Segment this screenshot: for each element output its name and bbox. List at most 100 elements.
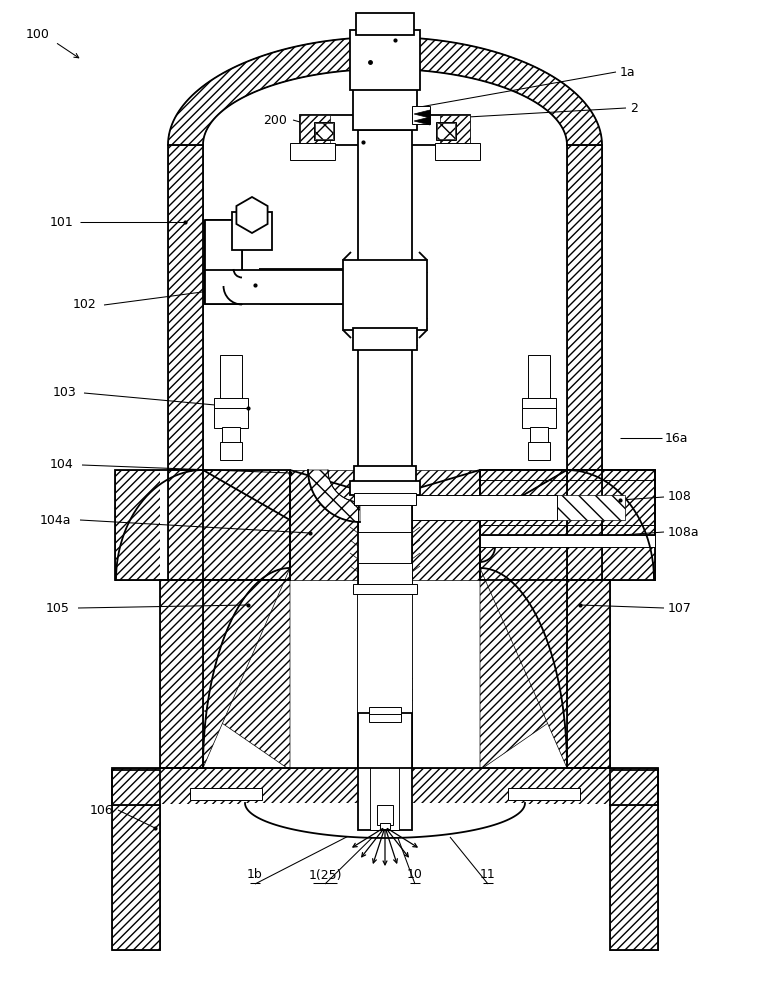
Bar (369, 714, 401, 722)
Text: 108a: 108a (668, 526, 700, 538)
Bar (358, 500, 412, 532)
Polygon shape (480, 470, 567, 580)
Bar (567, 580, 610, 768)
Polygon shape (480, 568, 567, 768)
Bar (343, 260, 427, 330)
Bar (314, 122, 334, 140)
Bar (480, 470, 655, 535)
Bar (377, 805, 393, 825)
Text: 103: 103 (53, 386, 77, 399)
Text: 1b: 1b (247, 868, 263, 882)
Bar (232, 212, 272, 250)
Bar (356, 13, 414, 35)
Bar (567, 470, 602, 580)
Polygon shape (315, 123, 333, 139)
Bar (168, 470, 203, 580)
Bar (205, 270, 358, 304)
Bar (522, 398, 556, 410)
Bar (353, 584, 417, 594)
Text: 101: 101 (50, 216, 74, 229)
Polygon shape (236, 197, 268, 233)
Bar (168, 145, 203, 470)
Polygon shape (567, 580, 610, 768)
Polygon shape (440, 115, 470, 145)
Polygon shape (160, 580, 203, 768)
Polygon shape (115, 470, 290, 580)
Bar (354, 466, 416, 484)
Bar (371, 766, 399, 830)
Bar (412, 106, 430, 124)
Bar (522, 408, 556, 428)
Polygon shape (480, 470, 655, 535)
Bar (412, 495, 557, 520)
Bar (480, 480, 655, 525)
Polygon shape (414, 110, 430, 118)
Bar (190, 788, 262, 800)
Bar (371, 595, 399, 830)
Bar (528, 355, 550, 405)
Polygon shape (115, 470, 290, 580)
Bar (214, 398, 248, 410)
Text: 1a: 1a (620, 66, 635, 79)
Text: 108: 108 (668, 490, 692, 504)
Bar (300, 115, 470, 145)
Bar (358, 580, 412, 768)
Bar (358, 713, 412, 768)
Bar (358, 130, 412, 830)
Bar (220, 355, 242, 405)
Bar (220, 442, 242, 460)
Text: 104a: 104a (39, 514, 71, 526)
Bar (354, 493, 416, 505)
Polygon shape (480, 470, 655, 580)
Bar (369, 707, 401, 715)
Text: 2: 2 (630, 102, 638, 114)
Polygon shape (480, 470, 655, 580)
Bar (214, 408, 248, 428)
Bar (161, 804, 609, 949)
Bar (610, 770, 658, 950)
Polygon shape (112, 770, 160, 950)
Text: 16a: 16a (665, 432, 688, 444)
Bar (350, 30, 420, 90)
Bar (353, 328, 417, 350)
Text: 105: 105 (46, 601, 70, 614)
Bar (205, 220, 242, 304)
Text: 10: 10 (407, 868, 423, 882)
Polygon shape (203, 568, 290, 768)
Bar (115, 470, 290, 580)
Polygon shape (168, 145, 203, 470)
Bar (350, 481, 420, 495)
Polygon shape (203, 580, 290, 770)
Bar (528, 442, 550, 460)
Polygon shape (412, 470, 480, 580)
Polygon shape (112, 768, 658, 805)
Polygon shape (290, 470, 358, 580)
Polygon shape (567, 145, 602, 470)
Bar (112, 770, 160, 950)
Text: 102: 102 (73, 298, 97, 312)
Polygon shape (308, 470, 360, 522)
Polygon shape (245, 803, 525, 838)
Polygon shape (168, 470, 290, 580)
Text: 200: 200 (263, 113, 287, 126)
Polygon shape (412, 495, 625, 520)
Bar (480, 470, 655, 580)
Text: 1(25): 1(25) (308, 868, 342, 882)
Polygon shape (300, 115, 330, 145)
Polygon shape (437, 123, 455, 139)
Bar (358, 470, 412, 580)
Bar (358, 563, 412, 585)
Text: 104: 104 (50, 458, 74, 472)
Text: 106: 106 (90, 804, 114, 816)
Polygon shape (567, 470, 602, 580)
Bar (160, 470, 168, 580)
Bar (530, 427, 548, 445)
Bar (435, 143, 480, 160)
Bar (290, 143, 335, 160)
Bar (380, 823, 390, 829)
Polygon shape (168, 37, 602, 145)
Text: 107: 107 (668, 601, 692, 614)
Bar (112, 768, 658, 805)
Polygon shape (203, 470, 290, 580)
Bar (353, 35, 417, 130)
